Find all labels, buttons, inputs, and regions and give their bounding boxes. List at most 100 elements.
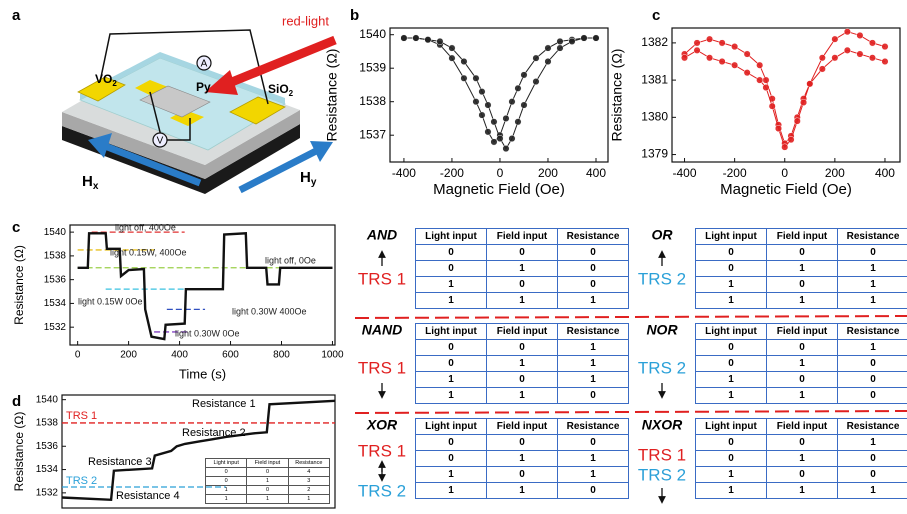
hx-label: Hx: [82, 173, 99, 192]
gate-row: 000: [416, 245, 629, 261]
sio2-label: SiO2: [268, 82, 294, 98]
y-tick-label: 1537: [359, 127, 386, 141]
gate-row: 101: [416, 372, 629, 388]
inset-row: 111: [206, 495, 330, 504]
gate-cell: 1: [558, 293, 629, 309]
data-point: [844, 28, 851, 35]
y-tick-label: 1532: [44, 322, 67, 333]
data-point: [485, 102, 492, 109]
x-tick-label: 400: [875, 166, 895, 180]
gate-cell: 1: [696, 483, 767, 499]
data-point: [557, 45, 564, 52]
ammeter-label: A: [201, 59, 208, 70]
data-point: [706, 36, 713, 43]
gate-header-cell: Resistance: [558, 229, 629, 245]
data-point: [819, 54, 826, 61]
gate-header-cell: Light input: [416, 229, 487, 245]
data-point: [533, 78, 540, 85]
annotation: Resistance 3: [88, 456, 152, 468]
data-point: [844, 47, 851, 54]
annotation: Resistance 2: [182, 427, 246, 439]
trs-label: TRS 2: [638, 358, 686, 377]
gate-cell: 0: [558, 435, 629, 451]
y-tick-label: 1539: [359, 60, 386, 74]
gate-cell: 1: [838, 261, 907, 277]
gate-name: XOR: [366, 417, 398, 433]
y-axis-title: Resistance (Ω): [12, 412, 26, 492]
device-sketch: [62, 30, 335, 194]
separator: [355, 316, 907, 318]
data-point: [694, 47, 701, 54]
inset-cell: 1: [206, 486, 247, 495]
hy-main: H: [300, 169, 311, 186]
x-tick-label: -400: [392, 166, 416, 180]
y-tick-label: 1540: [359, 27, 386, 41]
reference-label: light 0.15W 0Oe: [78, 296, 143, 306]
inset-row: 004: [206, 468, 330, 477]
data-point: [763, 77, 770, 84]
gate-cell: 1: [558, 340, 629, 356]
data-point: [756, 77, 763, 84]
data-point: [593, 35, 600, 42]
data-point: [449, 55, 456, 62]
light-label: red-light: [282, 13, 329, 28]
gate-cell: 1: [558, 467, 629, 483]
data-point: [857, 32, 864, 39]
data-point: [401, 35, 408, 42]
annotation: Resistance 4: [116, 490, 180, 502]
gate-name: NOR: [646, 322, 678, 338]
gate-cell: 1: [416, 277, 487, 293]
data-point: [763, 84, 770, 91]
gate-header-cell: Light input: [696, 419, 767, 435]
data-point: [694, 40, 701, 47]
reference-label: TRS 1: [66, 410, 97, 422]
inset-cell: 4: [288, 468, 329, 477]
data-point: [581, 35, 588, 42]
data-point: [807, 81, 814, 88]
data-point: [569, 38, 576, 45]
gate-row: 010: [696, 451, 907, 467]
reference-label: TRS 2: [66, 475, 97, 487]
x-axis-title: Time (s): [179, 366, 226, 381]
data-point: [681, 54, 688, 61]
data-point: [473, 98, 480, 105]
gate-row: 110: [416, 388, 629, 404]
data-point: [769, 103, 776, 110]
y-tick-label: 1540: [36, 394, 59, 405]
gate-header-cell: Field input: [767, 419, 838, 435]
gate-cell: 0: [696, 261, 767, 277]
gate-row: 100: [416, 277, 629, 293]
gate-row: 011: [696, 261, 907, 277]
data-point: [515, 119, 522, 126]
gate-cell: 0: [767, 340, 838, 356]
inset-cell: 1: [288, 495, 329, 504]
gate-cell: 0: [487, 467, 558, 483]
gate-cell: 1: [487, 356, 558, 372]
data-point: [491, 139, 498, 146]
gate-header-cell: Field input: [487, 229, 558, 245]
data-point: [832, 36, 839, 43]
data-point: [819, 66, 826, 73]
trs-label: TRS 2: [638, 269, 686, 288]
series-line: [685, 32, 886, 147]
data-point: [545, 45, 552, 52]
y-tick-label: 1534: [36, 464, 59, 475]
gate-cell: 0: [838, 467, 907, 483]
py-label: Py: [196, 80, 211, 94]
gate-cell: 1: [838, 483, 907, 499]
gate-header-cell: Field input: [767, 324, 838, 340]
gate-cell: 1: [696, 277, 767, 293]
y-tick-label: 1382: [641, 35, 668, 49]
data-point: [509, 98, 516, 105]
gate-header-cell: Light input: [696, 229, 767, 245]
gate-cell: 0: [487, 245, 558, 261]
gate-header-cell: Resistance: [838, 324, 907, 340]
panel-label: b: [350, 7, 359, 24]
gate-name: NXOR: [642, 417, 683, 433]
